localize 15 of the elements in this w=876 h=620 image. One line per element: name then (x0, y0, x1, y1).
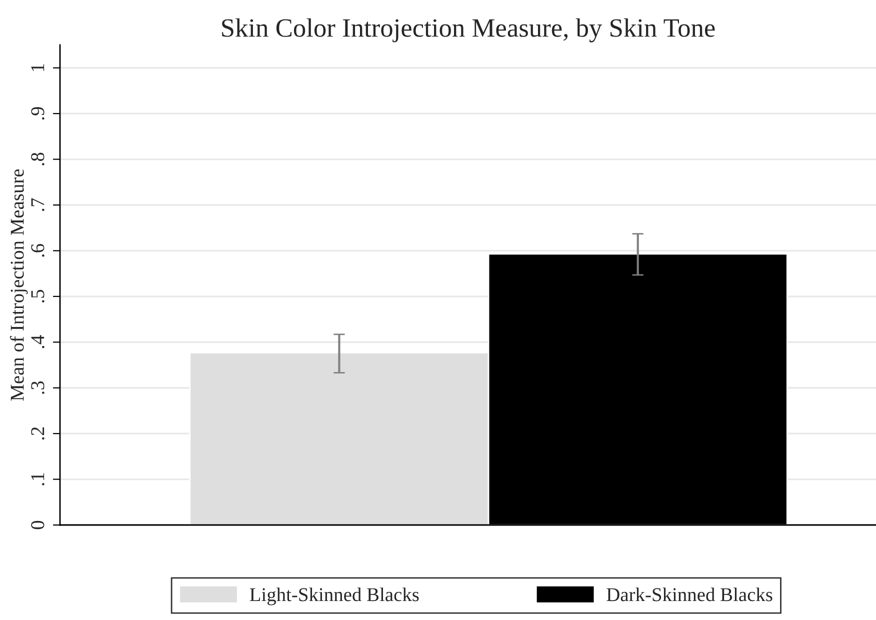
y-tick-label: 0 (31, 520, 44, 530)
y-axis-title: Mean of Introjection Measure (10, 169, 28, 401)
y-tick-label: .4 (31, 335, 44, 348)
y-tick-label: .3 (31, 381, 44, 394)
y-tick-label: .8 (31, 152, 44, 166)
legend-label: Light-Skinned Blacks (250, 588, 419, 606)
y-tick-label: .7 (31, 198, 44, 212)
y-tick-label: .6 (31, 244, 44, 257)
y-tick-label: .2 (31, 427, 44, 440)
legend-label: Dark-Skinned Blacks (606, 588, 772, 602)
y-tick-label: 1 (31, 64, 44, 72)
chart-title: Skin Color Introjection Measure, by Skin Tone (222, 18, 715, 42)
y-tick-label: .9 (31, 107, 44, 120)
y-tick-label: .1 (31, 473, 44, 486)
y-tick-label: .5 (31, 290, 44, 302)
